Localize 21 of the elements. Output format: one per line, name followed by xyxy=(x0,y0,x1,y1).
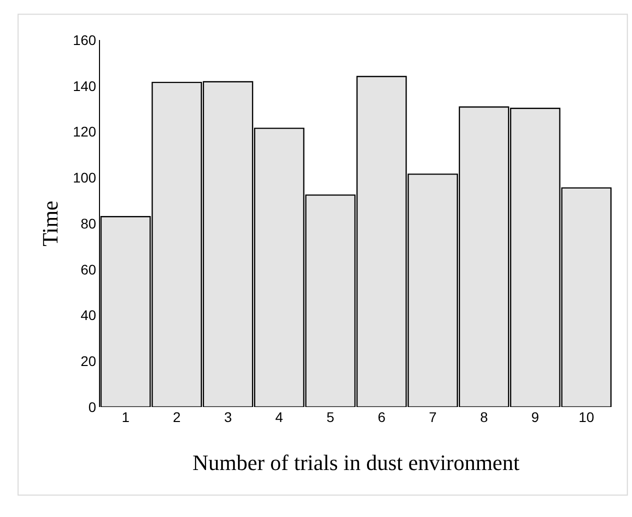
y-axis-title: Time xyxy=(38,200,63,246)
x-tick-label: 8 xyxy=(480,409,488,425)
x-tick-label: 3 xyxy=(224,409,232,425)
x-tick-label: 6 xyxy=(378,409,386,425)
x-tick-label: 2 xyxy=(172,409,181,425)
x-tick-label: 4 xyxy=(275,409,284,425)
y-tick-label: 80 xyxy=(80,215,96,232)
y-tick-label: 60 xyxy=(80,261,96,278)
y-tick-label: 40 xyxy=(80,307,96,324)
y-tick-label: 160 xyxy=(72,32,96,48)
x-tick-label: 9 xyxy=(531,409,540,425)
x-tick-label: 5 xyxy=(326,409,334,425)
y-tick-label: 0 xyxy=(88,398,96,415)
x-tick-label: 10 xyxy=(578,409,594,425)
y-tick-label: 140 xyxy=(72,78,96,94)
y-tick-label: 20 xyxy=(80,353,96,370)
y-tick-label: 100 xyxy=(72,170,96,186)
x-tick-label: 1 xyxy=(122,409,130,425)
y-tick-label: 120 xyxy=(72,124,96,140)
x-axis-title: Number of trials in dust environment xyxy=(192,450,520,475)
x-tick-label: 7 xyxy=(428,409,437,425)
